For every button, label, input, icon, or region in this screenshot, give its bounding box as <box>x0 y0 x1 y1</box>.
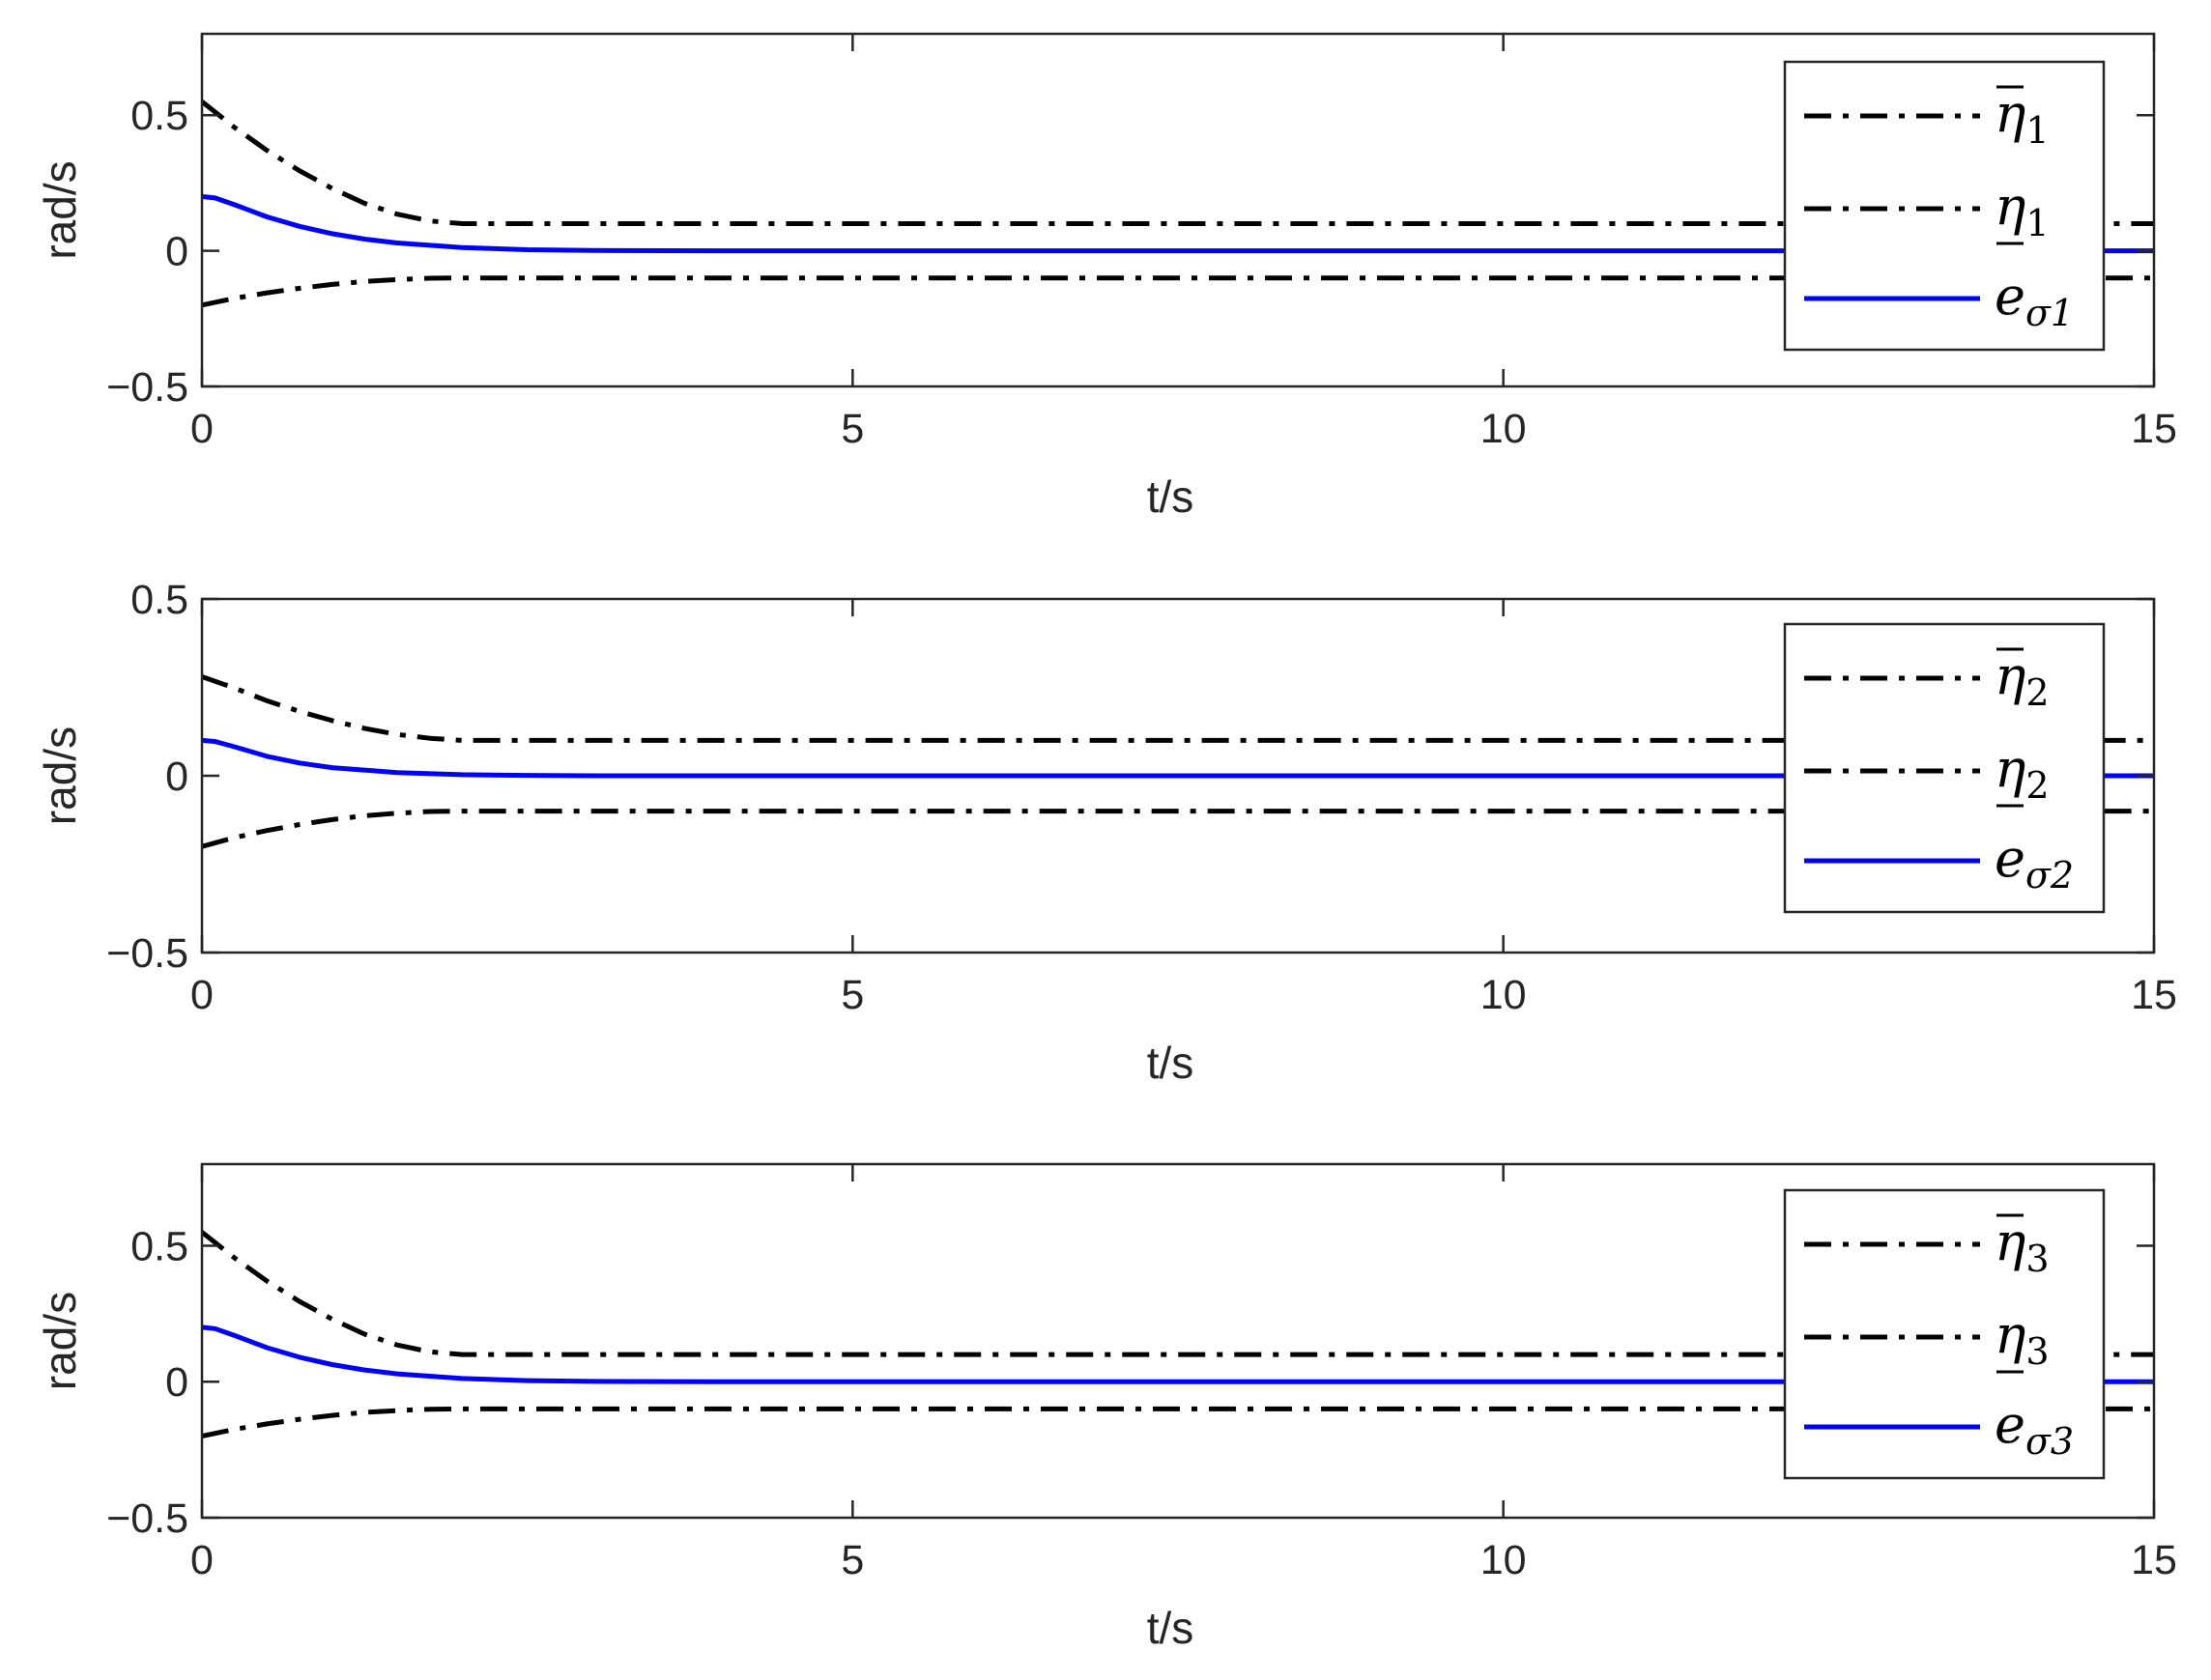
series-group <box>202 100 2154 308</box>
x-tick-label: 0 <box>190 406 214 452</box>
legend-label-1: η1 <box>1995 83 2050 152</box>
x-tick-label: 10 <box>1480 1537 1527 1583</box>
series-line-1 <box>202 674 2154 743</box>
series-line-2 <box>202 275 2154 308</box>
legend-label-3: eσ3 <box>1995 1394 2074 1463</box>
x-axis-label: t/s <box>1147 1603 1194 1653</box>
x-tick-label: 15 <box>2131 972 2177 1018</box>
legend-box <box>1783 60 2106 352</box>
x-axis-label: t/s <box>1147 471 1194 522</box>
series-line-3 <box>202 194 2154 254</box>
legend-label-1: η2 <box>1995 645 2050 714</box>
series-line-1 <box>202 100 2154 226</box>
series-line-1 <box>202 1230 2154 1357</box>
legend: η1 η1 eσ1 <box>1783 60 2106 352</box>
x-tick-label: 10 <box>1480 406 1527 452</box>
axes-box <box>200 32 2156 388</box>
y-tick-label: −0.5 <box>106 1495 188 1542</box>
axes-box <box>200 1162 2156 1520</box>
x-tick-label: 15 <box>2131 1537 2177 1583</box>
series-line-3 <box>202 1324 2154 1384</box>
x-tick-label: 5 <box>841 1537 864 1583</box>
y-tick-label: 0 <box>165 229 188 275</box>
x-tick-label: 15 <box>2131 406 2177 452</box>
series-group <box>202 1230 2154 1438</box>
y-tick-label: 0 <box>165 1359 188 1406</box>
y-tick-label: 0 <box>165 754 188 800</box>
series-line-2 <box>202 809 2154 849</box>
y-axis-label: rad/s <box>35 1292 85 1390</box>
legend-label-2: η3 <box>1995 1304 2050 1373</box>
legend: η2 η2 eσ2 <box>1783 622 2106 914</box>
x-tick-label: 0 <box>190 972 214 1018</box>
legend-label-3: eσ1 <box>1995 266 2074 334</box>
y-tick-label: −0.5 <box>106 364 188 411</box>
y-tick-label: −0.5 <box>106 930 188 977</box>
series-line-2 <box>202 1406 2154 1438</box>
y-tick-label: 0.5 <box>130 1223 188 1269</box>
y-axis-label: rad/s <box>35 726 85 825</box>
x-tick-label: 10 <box>1480 972 1527 1018</box>
series-line-3 <box>202 737 2154 779</box>
legend-label-1: η3 <box>1995 1211 2050 1280</box>
x-tick-label: 5 <box>841 406 864 452</box>
legend-label-2: η2 <box>1995 738 2050 807</box>
y-tick-label: 0.5 <box>130 577 188 623</box>
legend: η3 η3 eσ3 <box>1783 1188 2106 1480</box>
series-group <box>202 674 2154 849</box>
legend-label-2: η1 <box>1995 176 2050 244</box>
legend-box <box>1783 622 2106 914</box>
y-tick-label: 0.5 <box>130 93 188 139</box>
y-axis-label: rad/s <box>35 160 85 259</box>
x-tick-label: 5 <box>841 972 864 1018</box>
legend-box <box>1783 1188 2106 1480</box>
x-axis-label: t/s <box>1147 1038 1194 1088</box>
legend-label-3: eσ2 <box>1995 828 2074 897</box>
x-tick-label: 0 <box>190 1537 214 1583</box>
